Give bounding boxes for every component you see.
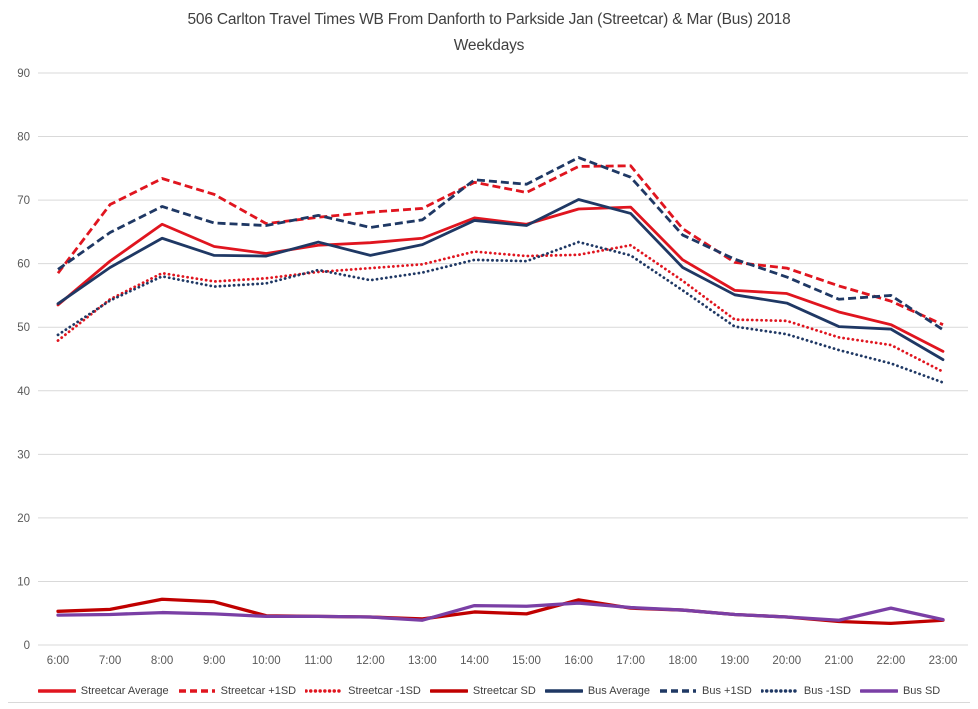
- legend-label-bus-1sd: Bus +1SD: [702, 685, 752, 697]
- y-tick-label-70: 70: [17, 195, 30, 207]
- legend: Streetcar Average Streetcar +1SD Streetcar…: [0, 681, 978, 701]
- legend-item-streetcar-1sd: Streetcar -1SD: [305, 685, 421, 697]
- y-tick-label-40: 40: [17, 386, 30, 398]
- series-line-bus-sd: [56, 601, 945, 622]
- legend-label-streetcar-sd: Streetcar SD: [472, 685, 536, 697]
- y-tick-label-30: 30: [17, 449, 30, 461]
- x-tick-label-17-00: 17:00: [616, 655, 645, 667]
- x-tick-label-19-00: 19:00: [720, 655, 749, 667]
- legend-swatch-bus-1sd: [760, 689, 799, 693]
- chart-title-line1: 506 Carlton Travel Times WB From Danfort…: [187, 11, 791, 28]
- legend-swatch-streetcar-average: [37, 689, 76, 693]
- legend-item-bus-sd: Bus SD: [859, 685, 941, 697]
- legend-item-streetcar-1sd: Streetcar +1SD: [178, 685, 297, 697]
- x-tick-label-20-00: 20:00: [772, 655, 801, 667]
- legend-swatch-streetcar-sd: [429, 689, 468, 693]
- x-tick-label-7-00: 7:00: [99, 655, 121, 667]
- y-tick-label-0: 0: [24, 640, 30, 652]
- x-tick-label-8-00: 8:00: [151, 655, 173, 667]
- legend-swatch-bus-1sd: [660, 689, 697, 693]
- series-line-streetcar-average: [56, 205, 945, 353]
- legend-swatch-streetcar-1sd: [178, 689, 215, 693]
- x-tick-label-22-00: 22:00: [877, 655, 906, 667]
- legend-swatch-bus-average: [544, 689, 583, 693]
- series-line-bus-average: [56, 198, 945, 362]
- x-tick-label-21-00: 21:00: [824, 655, 853, 667]
- x-tick-label-15-00: 15:00: [512, 655, 541, 667]
- chart-title-line2: Weekdays: [453, 37, 525, 54]
- legend-label-streetcar-1sd: Streetcar +1SD: [220, 685, 297, 697]
- legend-label-bus-average: Bus Average: [587, 685, 651, 697]
- legend-label-streetcar-average: Streetcar Average: [80, 685, 169, 697]
- legend-item-bus-average: Bus Average: [544, 685, 651, 697]
- x-tick-label-23-00: 23:00: [929, 655, 958, 667]
- series-line-streetcar-1sd: [56, 243, 945, 374]
- x-tick-label-16-00: 16:00: [564, 655, 593, 667]
- legend-swatch-bus-sd: [859, 689, 898, 693]
- legend-label-bus-1sd: Bus -1SD: [803, 685, 851, 697]
- legend-item-bus-1sd: Bus -1SD: [760, 685, 851, 697]
- legend-item-streetcar-sd: Streetcar SD: [429, 685, 536, 697]
- legend-item-bus-1sd: Bus +1SD: [659, 685, 752, 697]
- x-tick-label-9-00: 9:00: [203, 655, 225, 667]
- x-tick-label-18-00: 18:00: [668, 655, 697, 667]
- x-tick-label-6-00: 6:00: [47, 655, 69, 667]
- legend-label-bus-sd: Bus SD: [902, 685, 941, 697]
- legend-label-streetcar-1sd: Streetcar -1SD: [348, 685, 421, 697]
- y-tick-label-20: 20: [17, 513, 30, 525]
- y-tick-label-90: 90: [17, 68, 30, 80]
- series-line-bus-1sd: [57, 156, 944, 331]
- series-line-streetcar-1sd: [56, 164, 944, 326]
- x-tick-label-12-00: 12:00: [356, 655, 385, 667]
- x-tick-label-14-00: 14:00: [460, 655, 489, 667]
- y-tick-label-60: 60: [17, 259, 30, 271]
- chart-title: 506 Carlton Travel Times WB From Danfort…: [0, 7, 978, 59]
- x-tick-label-11-00: 11:00: [304, 655, 332, 667]
- y-tick-label-10: 10: [17, 576, 30, 588]
- legend-item-streetcar-average: Streetcar Average: [37, 685, 169, 697]
- x-tick-label-10-00: 10:00: [252, 655, 281, 667]
- legend-swatch-streetcar-1sd: [305, 689, 344, 693]
- y-tick-label-50: 50: [17, 322, 30, 334]
- series-line-bus-1sd: [56, 240, 945, 384]
- x-tick-label-13-00: 13:00: [408, 655, 437, 667]
- y-tick-label-80: 80: [17, 132, 30, 144]
- chart-bottom-border: [8, 702, 970, 703]
